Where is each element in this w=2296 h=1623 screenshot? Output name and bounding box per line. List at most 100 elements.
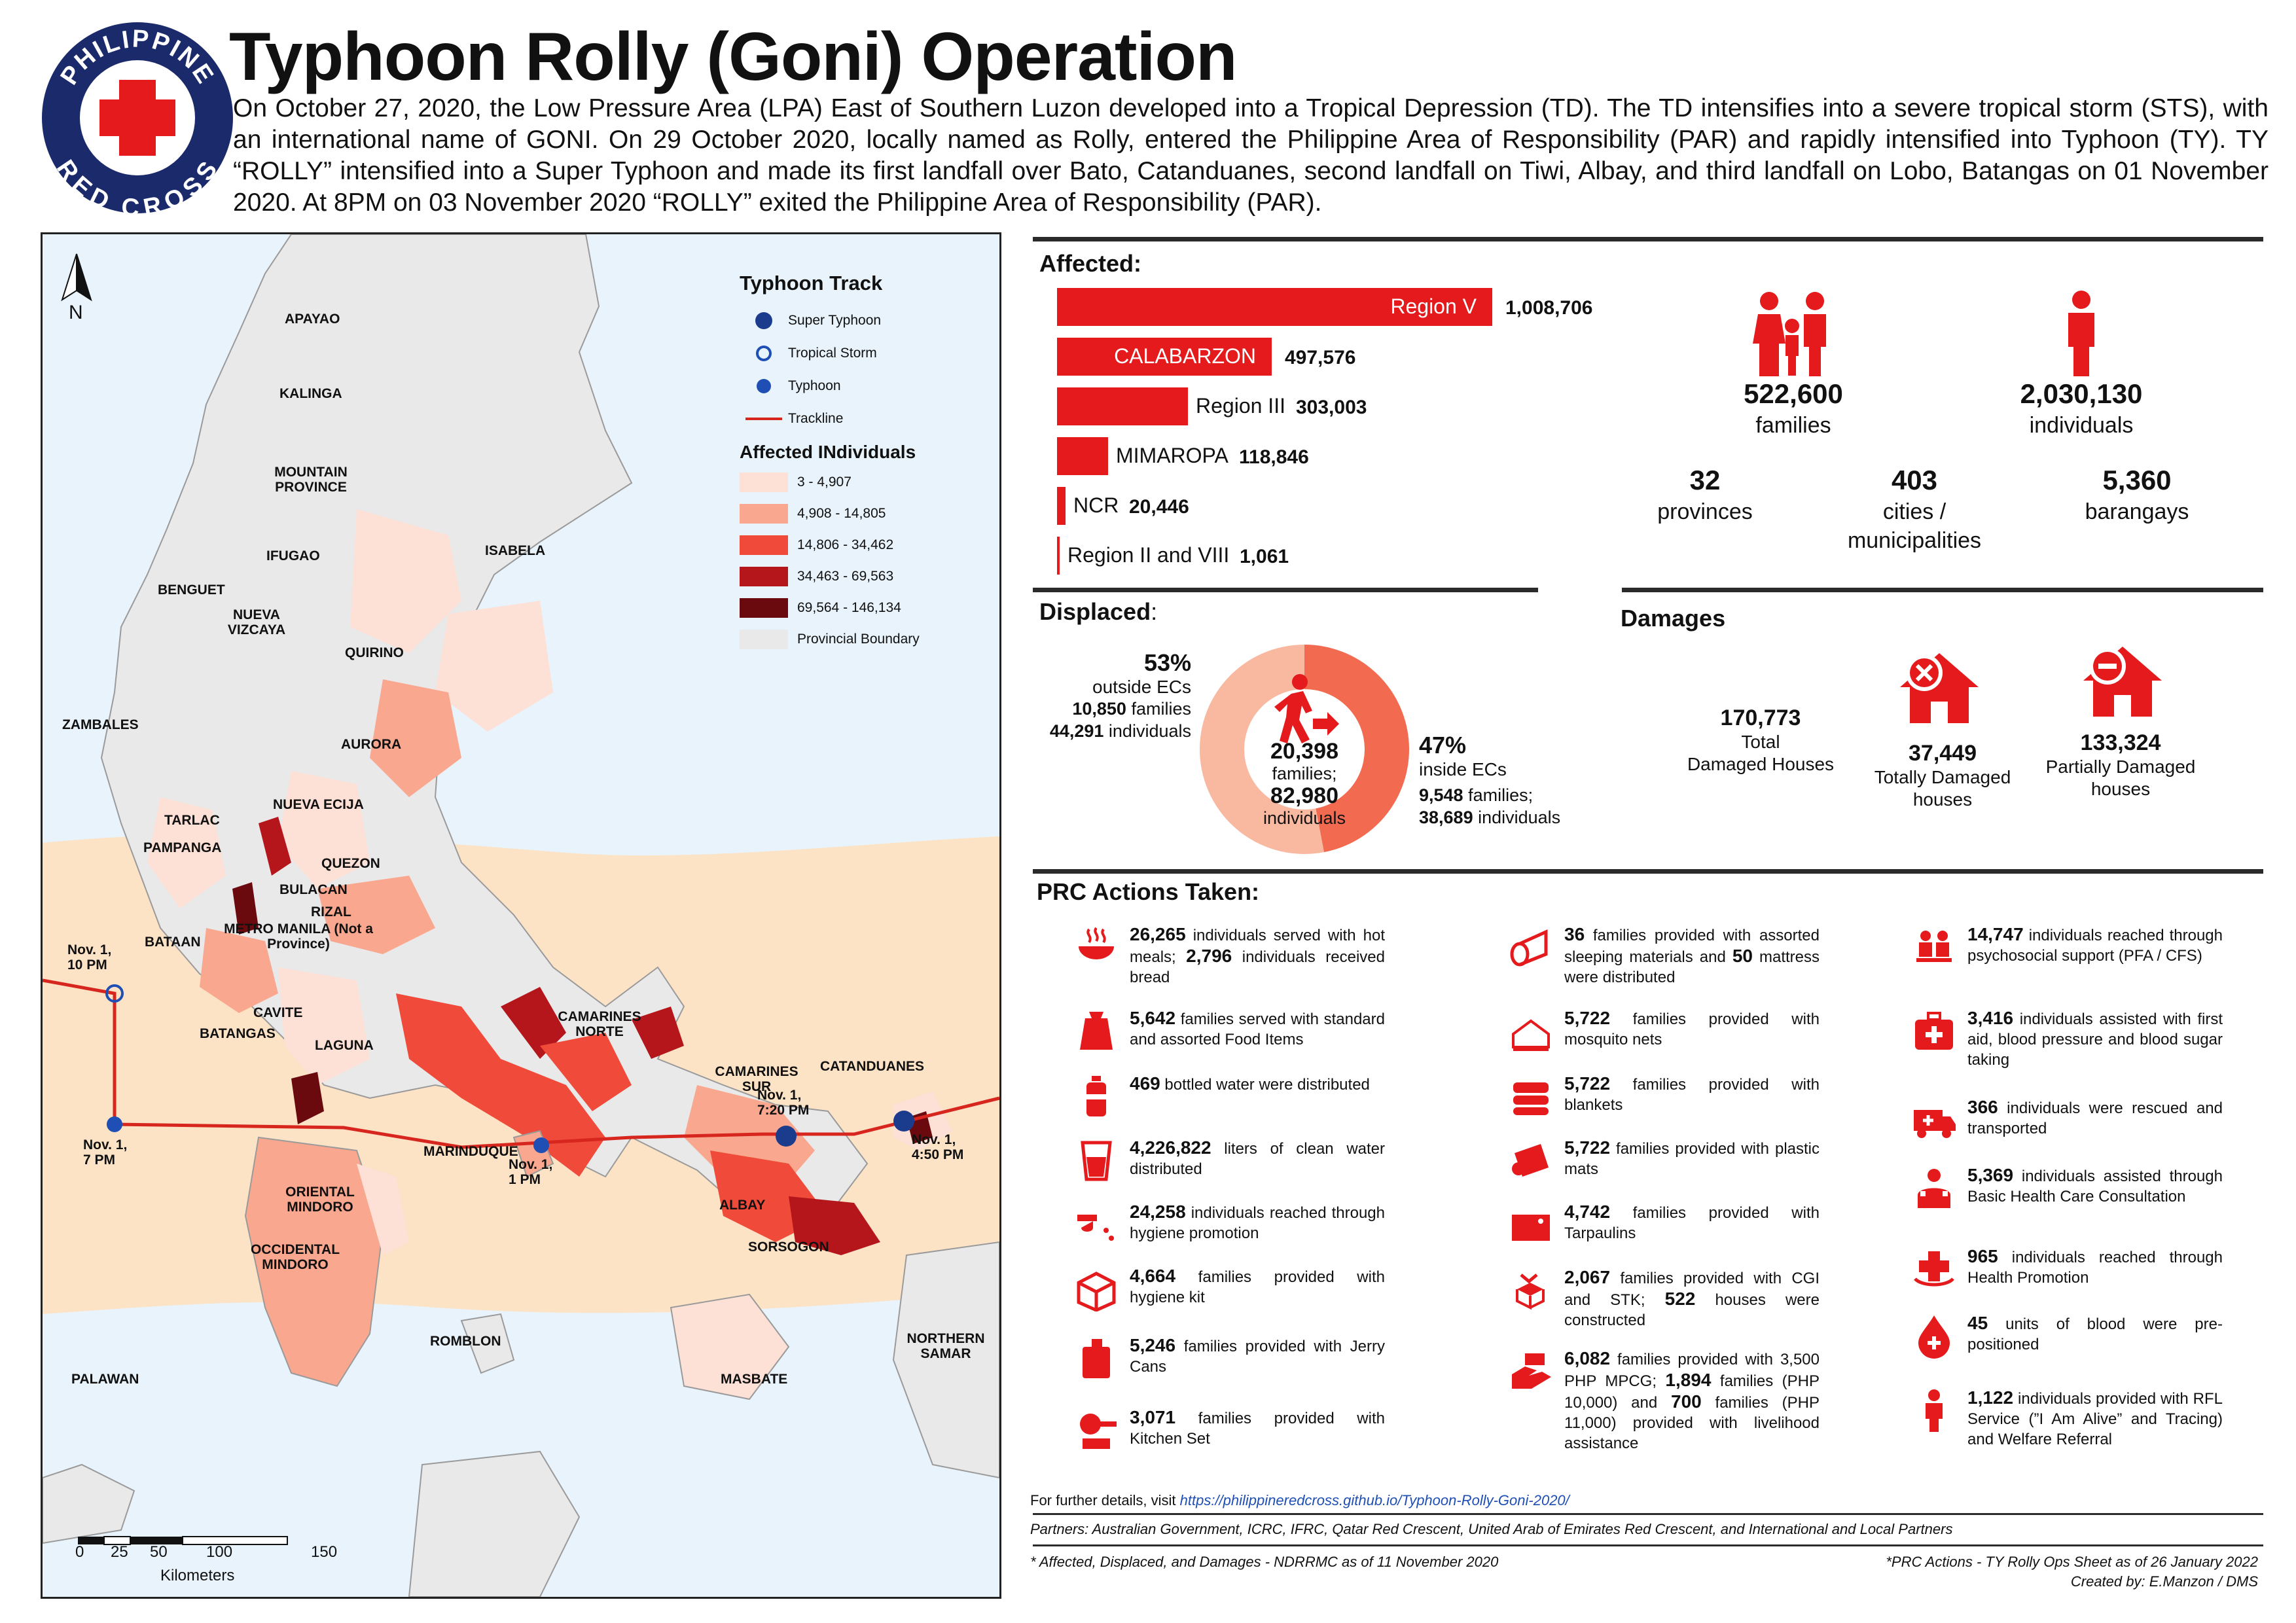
barangays-value: 5,360 <box>2102 465 2172 495</box>
families-value: 522,600 <box>1744 378 1843 409</box>
affected-bar-value: 497,576 <box>1285 347 1356 368</box>
affected-bar-label: MIMAROPA <box>1116 444 1229 467</box>
scale-bar <box>78 1536 288 1545</box>
romblon-landmass <box>460 1313 515 1374</box>
details-line: For further details, visit https://phili… <box>1030 1492 1570 1508</box>
typhoon-marker <box>107 1116 122 1132</box>
region-shade <box>291 1072 324 1124</box>
province-label: CAMARINES NORTE <box>558 1009 641 1039</box>
affected-heading: Affected: <box>1039 250 1142 277</box>
affected-bar-value: 20,446 <box>1129 496 1189 518</box>
typhoon-icon <box>757 379 771 393</box>
footer-rule <box>1033 1513 2263 1515</box>
region-shade <box>278 967 370 1085</box>
psychosocial-icon <box>1911 924 1957 970</box>
region-shade <box>317 876 435 954</box>
action-item: 4,742 families provided with Tarpaulins <box>1564 1202 1820 1242</box>
outside-ecs-counts: 10,850 families 44,291 individuals <box>1049 699 1191 741</box>
province-label: KALINGA <box>279 386 342 401</box>
created-by-line: Created by: E.Manzon / DMS <box>2070 1573 2258 1590</box>
prc-logo: PHILIPPINE RED CROSS <box>39 20 236 223</box>
province-label: CAMARINES SUR <box>715 1064 798 1094</box>
action-item: 3,416 individuals assisted with first ai… <box>1967 1008 2223 1069</box>
footer-rule <box>1033 1544 2263 1546</box>
region-shade <box>278 771 370 889</box>
masbate-landmass <box>670 1293 790 1400</box>
legend-swatch <box>740 598 788 618</box>
affected-bar-value: 1,061 <box>1240 546 1289 567</box>
track-event-label: Nov. 1, 1 PM <box>509 1157 553 1187</box>
province-label: SORSOGON <box>748 1240 829 1255</box>
health-promotion-icon <box>1911 1246 1957 1292</box>
region-shade <box>540 1033 632 1111</box>
action-item: 5,722 families provided with mosquito ne… <box>1564 1008 1820 1048</box>
legend-class: 4,908 - 14,805 <box>740 498 982 529</box>
details-link[interactable]: https://philippineredcross.github.io/Typ… <box>1179 1492 1570 1508</box>
action-item: 3,071 families provided with Kitchen Set <box>1130 1407 1385 1448</box>
province-label: ZAMBALES <box>62 717 139 732</box>
displaced-person-icon <box>1274 674 1339 743</box>
legend-class: 14,806 - 34,462 <box>740 529 982 561</box>
region-shade <box>370 679 461 797</box>
legend-class: 34,463 - 69,563 <box>740 561 982 592</box>
province-label: METRO MANILA (Not a Province) <box>224 921 373 952</box>
affected-bar-value: 303,003 <box>1296 397 1367 418</box>
barangays-label: barangays <box>2085 499 2189 524</box>
affected-bar-label: Region V <box>1390 294 1477 318</box>
affected-bar <box>1057 537 1060 575</box>
north-label: N <box>69 302 83 323</box>
legend-classes: 3 - 4,907 4,908 - 14,805 14,806 - 34,462 34… <box>740 467 982 624</box>
legend-swatch <box>740 535 788 555</box>
partially-damaged-house-icon <box>2083 647 2162 717</box>
legend-class-label: 3 - 4,907 <box>797 474 852 490</box>
province-label: LAGUNA <box>315 1038 374 1053</box>
blood-drop-icon <box>1911 1313 1957 1359</box>
province-label: MOUNTAIN PROVINCE <box>274 465 348 495</box>
affected-bar-value: 1,008,706 <box>1505 297 1593 319</box>
region-shade <box>259 817 291 876</box>
action-item: 36 families provided with assorted sleep… <box>1564 924 1820 986</box>
legend-title: Typhoon Track <box>740 272 883 294</box>
action-item: 2,067 families provided with CGI and STK… <box>1564 1267 1820 1329</box>
region-shade <box>147 797 226 908</box>
track-event-label: Nov. 1, 4:50 PM <box>912 1132 964 1162</box>
province-label: IFUGAO <box>266 548 320 563</box>
provinces-value: 32 <box>1689 465 1721 495</box>
families-label: families <box>1755 413 1831 438</box>
trackline-icon <box>745 418 782 420</box>
action-item: 5,722 families provided with plastic mat… <box>1564 1137 1820 1178</box>
kitchen-set-icon <box>1073 1407 1119 1453</box>
province-label: BULACAN <box>279 882 348 897</box>
affected-bar <box>1057 487 1066 525</box>
totally-damaged-block: 37,449 Totally Damaged houses <box>1874 741 2011 810</box>
damages-heading: Damages <box>1621 605 1726 632</box>
region-shade <box>435 601 553 732</box>
region-shade <box>350 509 461 653</box>
section-rule <box>1033 237 2263 241</box>
action-item: 4,226,822 liters of clean water distribu… <box>1130 1137 1385 1178</box>
individuals-value: 2,030,130 <box>2020 378 2143 409</box>
legend-class-label: 4,908 - 14,805 <box>797 506 886 521</box>
water-glass-icon <box>1073 1137 1119 1183</box>
action-item: 366 individuals were rescued and transpo… <box>1967 1097 2223 1137</box>
province-label: CATANDUANES <box>820 1059 925 1074</box>
track-event-label: Nov. 1, 10 PM <box>67 942 112 972</box>
region-shade <box>396 993 605 1177</box>
action-item: 4,664 families provided with hygiene kit <box>1130 1266 1385 1306</box>
affected-bar-label: CALABARZON <box>1114 344 1256 368</box>
legend-affected-title: Affected INdividuals <box>740 442 916 462</box>
ambulance-icon <box>1911 1097 1957 1143</box>
typhoon-map: N APAYAO KALINGA MOUNTAIN PROVINCE IFUGA… <box>41 232 1001 1599</box>
individuals-label: individuals <box>2029 413 2134 438</box>
tropical-storm-icon <box>756 346 772 361</box>
tropical-storm-marker <box>105 984 124 1003</box>
province-label: MASBATE <box>721 1372 788 1387</box>
province-label: ALBAY <box>719 1198 766 1213</box>
affected-bar-label: Region III <box>1196 394 1285 418</box>
affected-bar <box>1057 288 1492 326</box>
displaced-heading: Displaced: <box>1039 598 1158 625</box>
province-label: OCCIDENTAL MINDORO <box>250 1242 340 1272</box>
region-shade <box>200 928 278 1013</box>
province-label: TARLAC <box>164 813 220 828</box>
jerry-can-icon <box>1073 1335 1119 1381</box>
